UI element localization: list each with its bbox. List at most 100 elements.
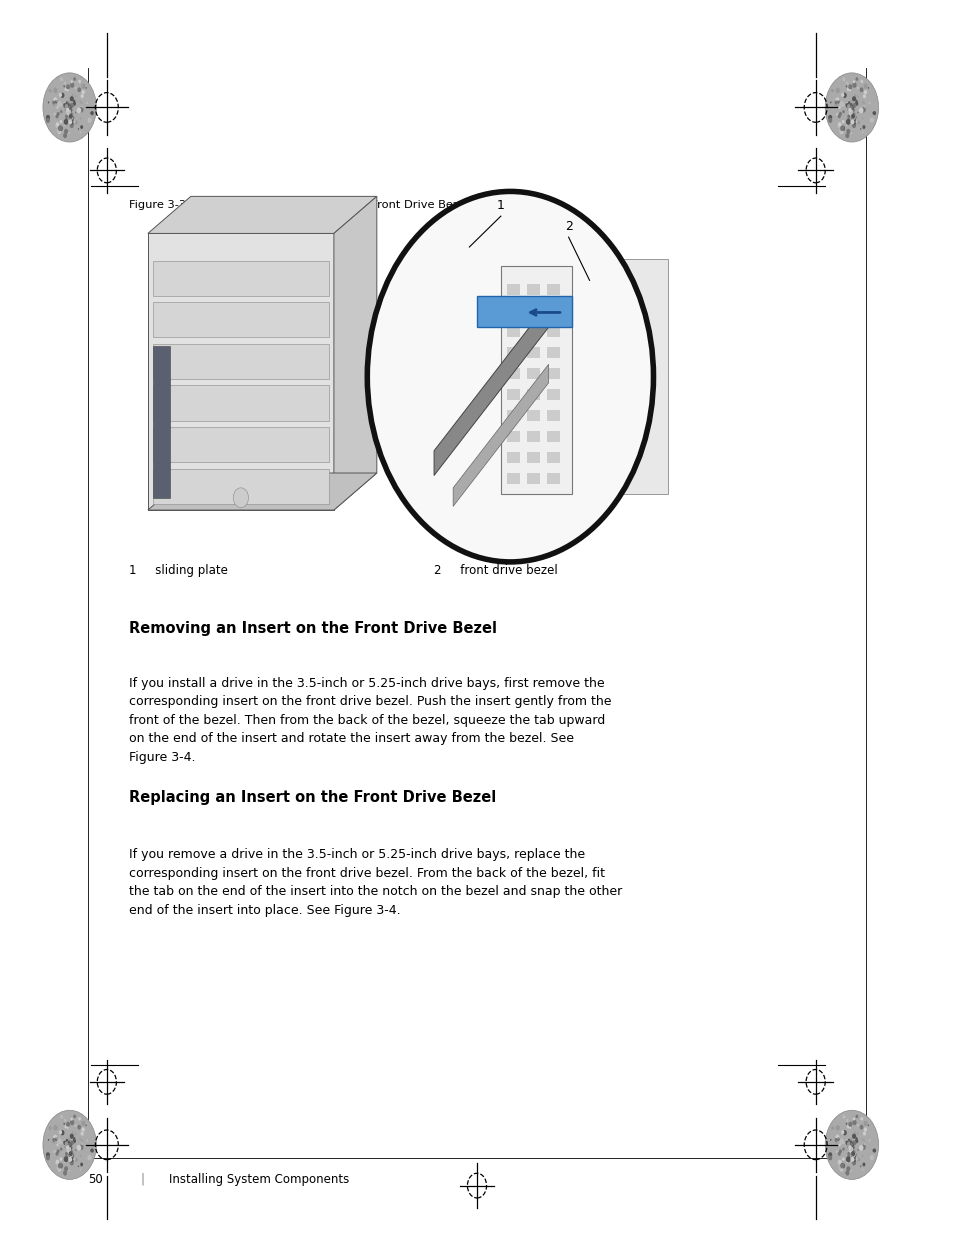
- Circle shape: [849, 100, 851, 104]
- Circle shape: [70, 122, 73, 128]
- Circle shape: [845, 128, 849, 135]
- Circle shape: [70, 1156, 73, 1162]
- Circle shape: [63, 1141, 65, 1142]
- Circle shape: [68, 1140, 69, 1141]
- Circle shape: [844, 1171, 848, 1176]
- Circle shape: [851, 121, 852, 124]
- Circle shape: [71, 109, 72, 110]
- Circle shape: [839, 1170, 841, 1171]
- Circle shape: [46, 117, 50, 124]
- Circle shape: [69, 1145, 70, 1146]
- Circle shape: [846, 88, 848, 91]
- Circle shape: [838, 112, 841, 116]
- Circle shape: [841, 1115, 844, 1119]
- Circle shape: [846, 1155, 849, 1158]
- Circle shape: [71, 1153, 73, 1157]
- Circle shape: [850, 1145, 851, 1146]
- Circle shape: [827, 117, 831, 124]
- Circle shape: [850, 1151, 855, 1157]
- Circle shape: [70, 1158, 71, 1161]
- Circle shape: [52, 103, 55, 106]
- Circle shape: [43, 73, 96, 142]
- Circle shape: [824, 73, 878, 142]
- Circle shape: [64, 128, 68, 135]
- Circle shape: [841, 1130, 843, 1135]
- Circle shape: [871, 1150, 873, 1151]
- Circle shape: [69, 1170, 70, 1171]
- Circle shape: [855, 1115, 858, 1118]
- Circle shape: [852, 1141, 854, 1144]
- Circle shape: [68, 1144, 72, 1149]
- Circle shape: [68, 105, 72, 110]
- Circle shape: [846, 1152, 849, 1156]
- Circle shape: [869, 1155, 873, 1161]
- Bar: [526, 431, 539, 442]
- Circle shape: [849, 1137, 851, 1141]
- Bar: [526, 347, 539, 358]
- Circle shape: [852, 104, 854, 106]
- Circle shape: [72, 101, 76, 106]
- Circle shape: [52, 1140, 55, 1144]
- Circle shape: [846, 1141, 849, 1146]
- Circle shape: [854, 116, 856, 119]
- Circle shape: [69, 1151, 72, 1156]
- Circle shape: [861, 117, 862, 120]
- Circle shape: [71, 1141, 74, 1145]
- Circle shape: [71, 1140, 74, 1145]
- Circle shape: [71, 116, 73, 120]
- Circle shape: [78, 1166, 79, 1167]
- Bar: [526, 284, 539, 295]
- Circle shape: [65, 88, 67, 91]
- Circle shape: [872, 1149, 874, 1151]
- Bar: [506, 431, 519, 442]
- Circle shape: [839, 1166, 841, 1171]
- Circle shape: [70, 1134, 73, 1139]
- Circle shape: [848, 110, 852, 115]
- Circle shape: [71, 99, 72, 101]
- Polygon shape: [453, 364, 548, 506]
- Circle shape: [834, 100, 837, 105]
- Circle shape: [845, 1166, 849, 1172]
- Circle shape: [860, 80, 862, 83]
- Circle shape: [830, 1126, 833, 1130]
- Circle shape: [61, 104, 63, 106]
- Bar: [506, 305, 519, 316]
- Circle shape: [64, 109, 66, 111]
- Circle shape: [848, 107, 851, 111]
- Circle shape: [49, 89, 51, 93]
- Circle shape: [848, 1141, 850, 1142]
- Circle shape: [70, 1139, 72, 1142]
- Circle shape: [68, 1141, 71, 1146]
- Circle shape: [79, 117, 81, 120]
- Circle shape: [57, 1166, 60, 1171]
- Circle shape: [834, 1137, 837, 1142]
- Circle shape: [847, 1121, 851, 1126]
- Bar: [506, 473, 519, 484]
- Circle shape: [848, 1146, 853, 1151]
- Circle shape: [64, 124, 66, 126]
- Circle shape: [844, 1140, 848, 1145]
- Bar: [506, 284, 519, 295]
- Circle shape: [75, 111, 76, 114]
- Bar: [546, 389, 559, 400]
- Circle shape: [63, 133, 67, 138]
- Circle shape: [64, 1156, 69, 1162]
- Circle shape: [73, 78, 76, 80]
- Circle shape: [81, 103, 82, 104]
- Circle shape: [70, 103, 72, 106]
- Circle shape: [827, 115, 831, 120]
- Circle shape: [67, 104, 71, 110]
- Circle shape: [846, 1125, 848, 1129]
- Text: 2: 2: [564, 220, 572, 233]
- Circle shape: [852, 103, 856, 107]
- Circle shape: [59, 1130, 62, 1135]
- Text: Replacing an Insert on the Front Drive Bezel: Replacing an Insert on the Front Drive B…: [129, 790, 496, 805]
- Circle shape: [840, 1163, 844, 1168]
- Circle shape: [852, 99, 854, 101]
- Circle shape: [849, 1144, 854, 1149]
- Circle shape: [849, 1140, 850, 1141]
- Circle shape: [860, 1166, 861, 1167]
- Circle shape: [854, 101, 858, 106]
- Circle shape: [829, 101, 831, 104]
- Circle shape: [63, 1140, 67, 1145]
